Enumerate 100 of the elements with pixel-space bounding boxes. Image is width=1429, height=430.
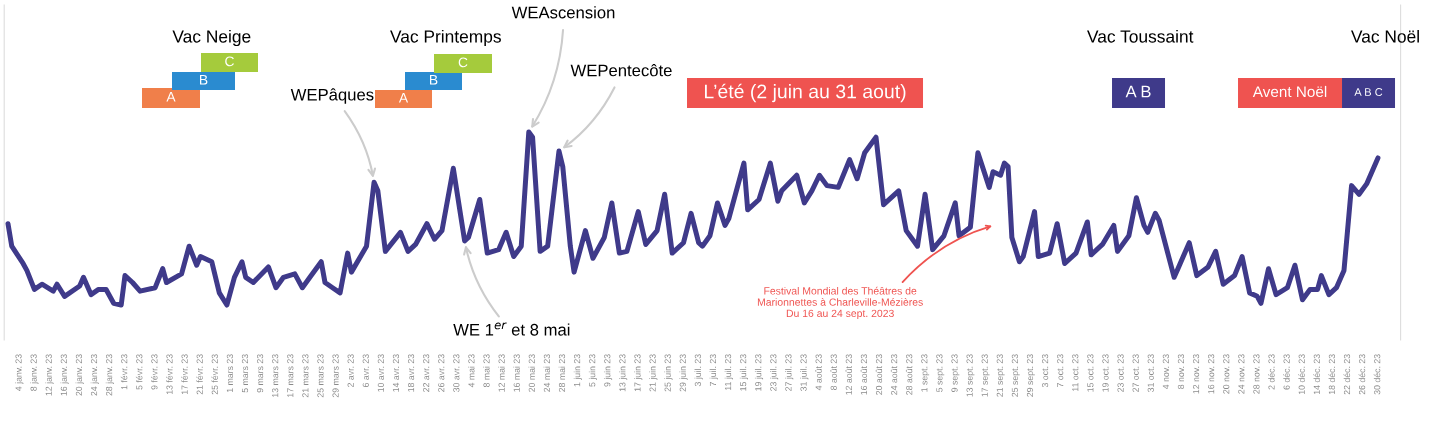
x-tick-label: 27 oct. 23 <box>1132 354 1139 392</box>
x-tick-label: 28 janv. 23 <box>105 354 114 396</box>
x-tick-label: 9 sept. 23 <box>951 354 960 392</box>
x-tick-label: 18 déc. 23 <box>1328 354 1336 395</box>
x-tick-label: 17 juin 23 <box>634 354 643 392</box>
text: A <box>398 93 409 103</box>
x-tick-label: 16 mai 23 <box>513 354 520 392</box>
x-tick-label: 20 janv. 23 <box>75 354 84 396</box>
x-tick-label: 4 mai 23 <box>468 354 475 388</box>
x-tick-label: 4 août 23 <box>815 354 822 391</box>
x-tick-label: 1 juin 23 <box>573 354 582 387</box>
x-tick-label: 1 mars 23 <box>226 354 233 393</box>
x-tick-label: 21 févr. 23 <box>196 354 203 395</box>
x-tick-label: 8 janv. 23 <box>30 354 39 391</box>
x-tick-label: 5 sept. 23 <box>936 354 945 392</box>
x-tick-label: 28 mai 23 <box>558 354 566 392</box>
x-tick-label: 15 oct. 23 <box>1087 354 1094 392</box>
x-tick-label: 24 mai 23 <box>543 354 551 392</box>
x-tick-label: 31 oct. 23 <box>1147 354 1154 392</box>
x-tick-label: 16 nov. 23 <box>1208 354 1215 394</box>
text: Vac Noël <box>1351 29 1419 43</box>
x-tick-label: 4 janv. 23 <box>15 354 24 391</box>
x-tick-label: 23 juil. 23 <box>770 354 779 391</box>
x-tick-label: 25 juin 23 <box>664 354 673 392</box>
x-tick-label: 16 janv. 23 <box>60 354 69 396</box>
x-tick-label: 3 juil. 23 <box>694 354 703 387</box>
text: B <box>430 75 438 85</box>
x-tick-label: 25 févr. 23 <box>211 354 218 395</box>
x-tick-label: 9 mars 23 <box>256 354 264 393</box>
x-tick-label: 23 oct. 23 <box>1117 354 1124 392</box>
annotation: Festival Mondial des Théâtres de Marionnettes à Charleville-Mézières Du 16 au 24 sept. 2023 <box>757 286 923 320</box>
x-tick-label: 25 mars 23 <box>317 354 324 398</box>
x-tick-label: 19 oct. 23 <box>1102 354 1109 392</box>
x-tick-label: 26 avr. 23 <box>438 354 445 392</box>
text: C <box>458 57 468 68</box>
x-tick-label: 21 mars 23 <box>302 354 309 398</box>
annotation: WE 1$^{er}$ et 8 mai <box>453 322 570 336</box>
x-tick-label: 13 févr. 23 <box>166 354 173 395</box>
x-tick-label: 17 sept. 23 <box>981 354 990 397</box>
x-tick-label: 10 déc. 23 <box>1298 354 1305 395</box>
x-tick-label: 24 nov. 23 <box>1238 354 1245 394</box>
x-tick-label: 14 déc. 23 <box>1313 354 1320 395</box>
x-tick-label: 8 nov. 23 <box>1177 354 1185 389</box>
x-tick-label: 20 août 23 <box>875 354 883 395</box>
text: B <box>200 75 208 85</box>
x-tick-label: 29 sept. 23 <box>1026 354 1035 397</box>
x-tick-label: 1 févr. 23 <box>120 354 128 390</box>
x-tick-label: 3 oct. 23 <box>1041 354 1049 388</box>
x-tick-label: 5 févr. 23 <box>135 354 143 390</box>
x-tick-label: 21 juin 23 <box>649 354 658 392</box>
x-tick-label: 4 nov. 23 <box>1162 354 1169 390</box>
x-tick-label: 13 mars 23 <box>272 354 279 397</box>
x-tick-label: 9 févr. 23 <box>150 354 158 390</box>
x-tick-label: 19 juil. 23 <box>754 354 764 391</box>
x-tick-label: 5 mars 23 <box>241 354 249 393</box>
x-tick-label: 29 mars 23 <box>332 354 339 398</box>
x-tick-label: 22 déc. 23 <box>1343 354 1351 395</box>
x-tick-label: 25 sept. 23 <box>1011 354 1020 397</box>
x-tick-label: 1 sept. 23 <box>921 354 930 392</box>
x-tick-label: 16 août 23 <box>860 354 868 395</box>
text: C <box>225 56 234 67</box>
x-tick-label: 26 déc. 23 <box>1358 354 1366 395</box>
x-tick-label: 22 avr. 23 <box>423 354 430 392</box>
x-tick-label: 10 avr. 23 <box>377 354 384 392</box>
x-tick-label: 12 mai 23 <box>498 354 505 392</box>
x-tick-label: 12 nov. 23 <box>1192 354 1200 394</box>
x-tick-label: 9 juin 23 <box>603 354 613 387</box>
x-tick-label: 15 juil. 23 <box>739 354 748 391</box>
text: Vac Neige <box>172 29 251 47</box>
x-tick-label: 8 mai 23 <box>483 354 490 388</box>
x-tick-label: 13 juin 23 <box>619 354 628 392</box>
x-tick-label: 12 janv. 23 <box>45 354 54 396</box>
x-tick-label: 30 déc. 23 <box>1373 354 1381 395</box>
annotation: WEPentecôte <box>570 64 672 77</box>
x-tick-label: 24 janv. 23 <box>90 354 99 396</box>
text: Vac Printemps <box>390 29 501 47</box>
x-tick-label: 7 juil. 23 <box>709 354 718 387</box>
x-tick-label: 2 avr. 23 <box>347 354 354 388</box>
x-tick-label: 30 avr. 23 <box>453 354 460 392</box>
x-tick-label: 28 nov. 23 <box>1253 354 1260 394</box>
x-tick-label: 11 oct. 23 <box>1072 354 1079 391</box>
text: Avent Noël <box>1252 85 1327 98</box>
x-tick-label: 21 sept. 23 <box>996 354 1005 397</box>
x-tick-label: 27 juil. 23 <box>785 354 794 391</box>
x-tick-label: 18 avr. 23 <box>407 354 415 392</box>
annotation: WEPâques <box>290 88 374 104</box>
x-tick-label: 14 avr. 23 <box>392 354 400 392</box>
text: A <box>166 92 176 102</box>
x-tick-label: 5 juin 23 <box>588 354 598 387</box>
text: Vac Toussaint <box>1087 29 1194 43</box>
text: A B C <box>1354 88 1383 96</box>
x-tick-label: 17 mars 23 <box>287 354 294 397</box>
annotation: WEAscension <box>511 6 615 19</box>
x-tick-label: 6 déc. 23 <box>1283 354 1290 390</box>
x-tick-label: 13 sept. 23 <box>966 354 975 397</box>
x-tick-label: 29 juin 23 <box>679 354 688 392</box>
x-tick-label: 7 oct. 23 <box>1057 354 1064 387</box>
x-tick-label: 20 nov. 23 <box>1223 354 1230 394</box>
x-tick-label: 8 août 23 <box>830 354 837 390</box>
text: A B <box>1125 85 1151 98</box>
